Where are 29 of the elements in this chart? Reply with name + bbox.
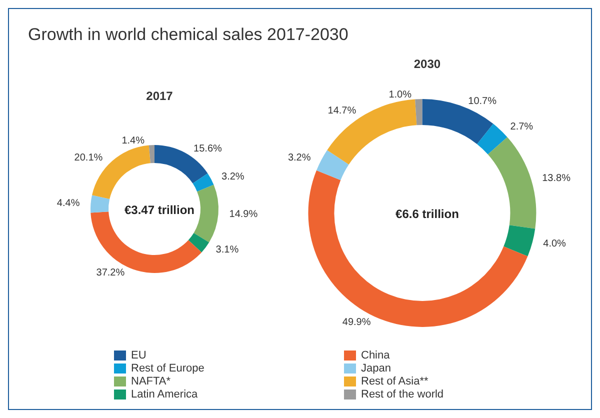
- data-label: 14.9%: [229, 208, 258, 220]
- data-label: 14.7%: [328, 105, 356, 116]
- chart-title: Growth in world chemical sales 2017-2030: [28, 25, 348, 44]
- data-label: 2.7%: [510, 122, 534, 133]
- legend-label: Latin America: [131, 388, 199, 400]
- text: €6.6 trillion: [396, 207, 459, 221]
- data-label: 1.4%: [122, 136, 145, 147]
- legend-label: EU: [131, 350, 146, 362]
- data-label: 3.2%: [288, 152, 311, 164]
- data-label: 37.2%: [96, 268, 125, 279]
- data-label: 3.2%: [222, 172, 244, 183]
- data-label: 20.1%: [74, 152, 103, 164]
- slice-label: 2017: [146, 89, 174, 103]
- data-label: 1.0%: [388, 90, 412, 101]
- legend-label: China: [361, 350, 391, 362]
- legend-label: Rest of Europe: [131, 362, 204, 374]
- slice-label: 2030: [414, 57, 441, 71]
- legend-label: Rest of Asia**: [361, 376, 429, 388]
- legend-label: Rest of the world: [361, 388, 444, 400]
- data-label: 4.0%: [543, 238, 566, 250]
- data-label: 13.8%: [542, 173, 571, 184]
- text: €3.47 trillion: [124, 203, 195, 217]
- data-label: 4.4%: [56, 198, 80, 210]
- legend-label: NAFTA*: [131, 376, 172, 388]
- legend-label: Japan: [361, 362, 391, 374]
- data-label: 3.1%: [216, 244, 239, 256]
- data-label: 15.6%: [194, 144, 222, 155]
- data-label: 49.9%: [342, 316, 371, 328]
- data-label: 10.7%: [468, 96, 497, 108]
